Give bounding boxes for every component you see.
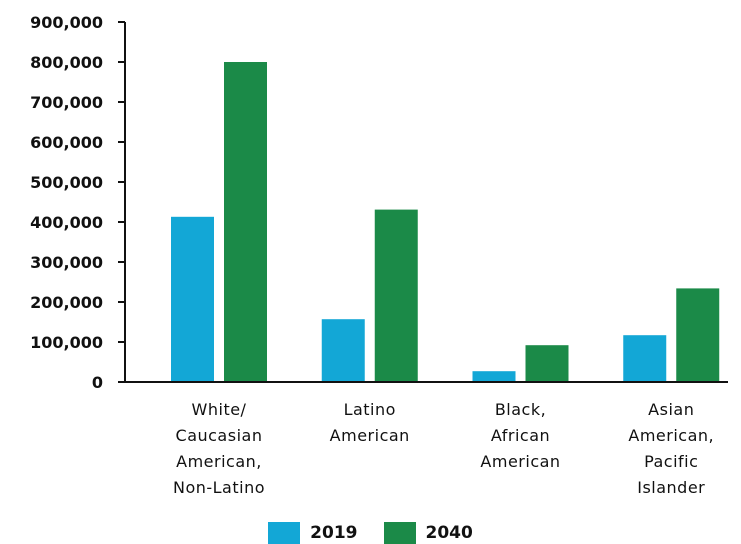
legend-swatch-2040 <box>383 522 416 544</box>
x-category-line: American <box>480 452 560 471</box>
bar-2040-0 <box>224 62 267 382</box>
bar-2040-3 <box>676 288 720 382</box>
y-tick-label: 300,000 <box>30 253 103 272</box>
bar-2019-2 <box>472 371 516 382</box>
y-tick-label: 900,000 <box>30 13 103 32</box>
x-category-line: Asian <box>648 400 694 419</box>
x-category-label: White/Caucasian American, Non-Latino <box>173 400 265 497</box>
y-tick-label: 400,000 <box>30 213 103 232</box>
x-category-line: African <box>491 426 550 445</box>
y-tick-label: 0 <box>92 373 103 392</box>
x-category-line: American, <box>628 426 714 445</box>
x-category-line: American <box>330 426 410 445</box>
bar-2040-2 <box>525 345 569 382</box>
legend-item-2040: 2040 <box>383 522 473 544</box>
y-tick-label: 600,000 <box>30 133 103 152</box>
legend-label-2040: 2040 <box>425 523 473 543</box>
bar-2019-0 <box>171 216 214 382</box>
legend-swatch-2019 <box>268 522 301 544</box>
y-tick-label: 800,000 <box>30 53 103 72</box>
x-category-line: Latino <box>344 400 396 419</box>
x-category-line: Non-Latino <box>173 478 265 497</box>
y-tick-label: 500,000 <box>30 173 103 192</box>
bars <box>171 62 720 382</box>
legend-label-2019: 2019 <box>310 523 358 543</box>
x-category-label: Black, African American <box>480 400 560 471</box>
bar-2040-1 <box>374 209 418 382</box>
bar-2019-1 <box>321 319 365 382</box>
x-category-label: Asian American, Pacific Islander <box>628 400 714 497</box>
x-category-line: White/ <box>192 400 247 419</box>
y-axis-ticks: 0 100,000 200,000 300,000 400,000 500,000 600,… <box>30 13 125 392</box>
x-category-line: Black, <box>495 400 546 419</box>
x-category-label: Latino American <box>330 400 410 445</box>
x-category-line: Islander <box>637 478 705 497</box>
y-tick-label: 100,000 <box>30 333 103 352</box>
x-category-line: Pacific <box>644 452 698 471</box>
x-category-line: American, <box>176 452 262 471</box>
bar-2019-3 <box>623 335 667 382</box>
legend: 2019 2040 <box>0 522 741 544</box>
y-tick-label: 700,000 <box>30 93 103 112</box>
x-category-line: Caucasian <box>176 426 263 445</box>
legend-item-2019: 2019 <box>268 522 358 544</box>
y-tick-label: 200,000 <box>30 293 103 312</box>
x-axis-labels: White/Caucasian American, Non-Latino Latino… <box>173 400 714 497</box>
